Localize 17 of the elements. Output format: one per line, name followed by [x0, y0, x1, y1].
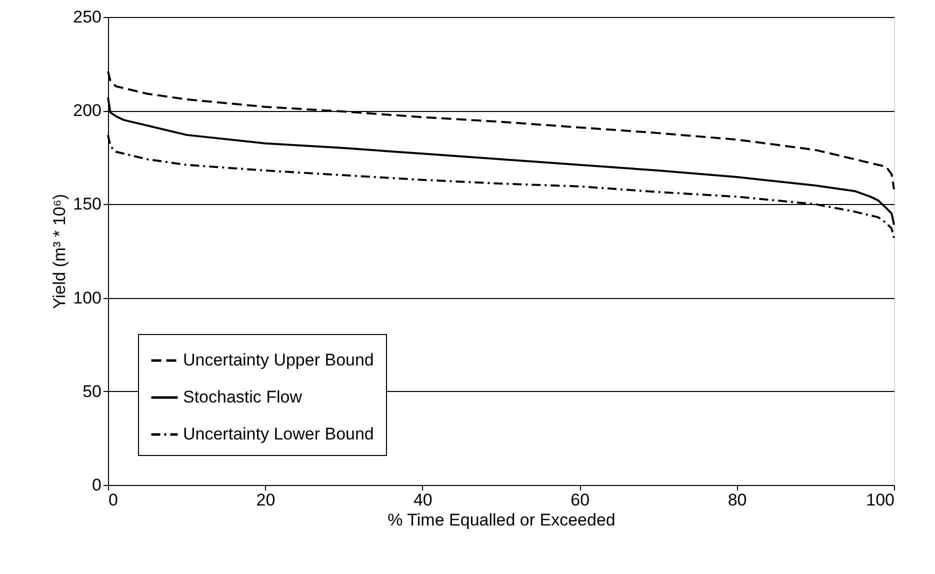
y-tick-label: 250 — [73, 8, 102, 26]
y-tick-label: 100 — [73, 288, 102, 308]
x-axis-title: % Time Equalled or Exceeded — [388, 510, 616, 530]
y-tick-label: 50 — [82, 382, 102, 401]
x-tick-label: 60 — [570, 490, 590, 510]
y-axis-title: Yield (m³ * 10⁶) — [50, 194, 70, 310]
x-tick-label: 20 — [256, 490, 276, 510]
x-tick-label: 40 — [413, 490, 432, 510]
y-tick-label: 0 — [92, 476, 102, 494]
x-tick-label: 100 — [866, 490, 894, 510]
y-tick-label: 150 — [73, 194, 102, 214]
x-tick-label: 0 — [108, 490, 118, 510]
legend-label: Stochastic Flow — [183, 388, 303, 406]
legend-label: Uncertainty Lower Bound — [183, 424, 374, 444]
legend-label: Uncertainty Upper Bound — [183, 350, 374, 370]
y-tick-label: 200 — [73, 101, 102, 120]
x-tick-label: 80 — [728, 490, 747, 510]
